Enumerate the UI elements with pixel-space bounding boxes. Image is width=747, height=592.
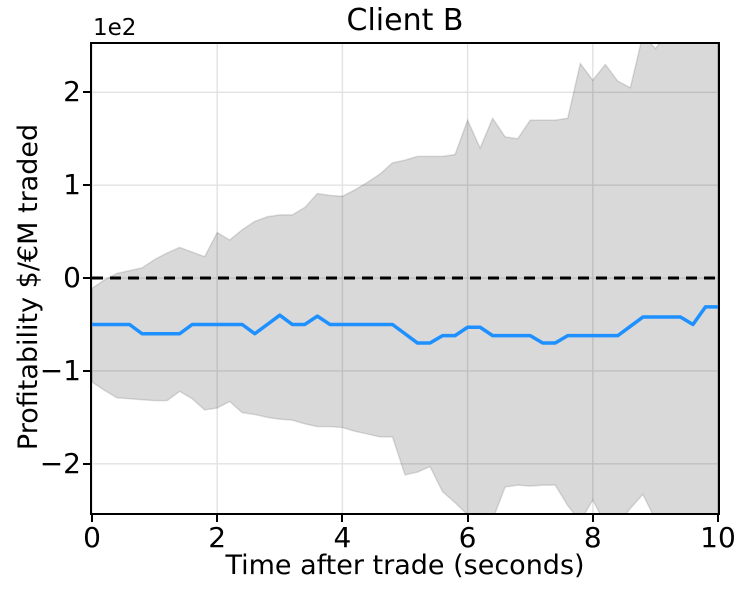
chart-title: Client B: [346, 3, 464, 38]
x-tick-label: 8: [583, 521, 602, 554]
x-tick-mark: [216, 515, 219, 522]
y-tick-mark: [83, 184, 90, 187]
x-tick-mark: [717, 515, 719, 522]
x-axis-label: Time after trade (seconds): [225, 550, 585, 581]
x-tick-label: 10: [700, 521, 736, 554]
x-tick-label: 0: [83, 521, 101, 554]
y-tick-mark: [83, 91, 90, 94]
y-tick-label: −1: [39, 353, 81, 387]
x-tick-label: 2: [208, 521, 227, 554]
x-tick-label: 6: [458, 521, 477, 554]
x-tick-mark: [91, 515, 93, 522]
plot-area: [90, 42, 720, 515]
mean-line: [92, 305, 718, 345]
plot-svg: [92, 44, 718, 513]
x-tick-mark: [466, 515, 469, 522]
y-tick-mark: [83, 277, 90, 280]
y-tick-label: 2: [63, 75, 81, 109]
y-tick-label: −2: [39, 446, 81, 480]
x-tick-mark: [341, 515, 344, 522]
x-tick-label: 4: [333, 521, 352, 554]
y-tick-label: 0: [63, 261, 81, 295]
y-tick-mark: [83, 369, 90, 372]
y-tick-mark: [83, 462, 90, 465]
x-tick-mark: [591, 515, 594, 522]
y-tick-label: 1: [63, 168, 81, 202]
y-axis-offset-label: 1e2: [93, 15, 137, 41]
